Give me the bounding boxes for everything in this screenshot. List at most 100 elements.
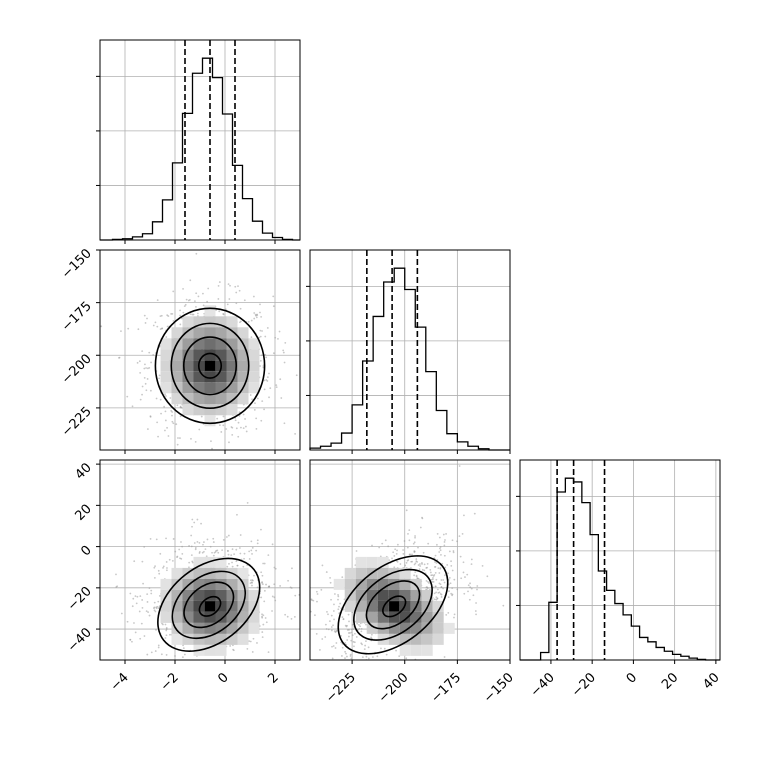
- scatter-point: [154, 650, 157, 652]
- scatter-point: [217, 285, 220, 287]
- density-cell: [366, 589, 378, 601]
- density-cell: [204, 622, 216, 634]
- density-cell: [399, 622, 411, 634]
- scatter-point: [481, 564, 484, 567]
- scatter-point: [432, 576, 434, 579]
- scatter-point: [207, 287, 210, 290]
- scatter-point: [250, 319, 253, 322]
- density-cell: [193, 633, 205, 645]
- scatter-point: [263, 379, 266, 382]
- scatter-point: [164, 429, 166, 432]
- scatter-point: [286, 615, 289, 618]
- scatter-point: [330, 614, 333, 617]
- scatter-point: [212, 537, 215, 540]
- density-cell: [171, 622, 183, 634]
- scatter-point: [234, 285, 237, 288]
- scatter-point: [470, 563, 473, 566]
- scatter-point: [139, 637, 142, 640]
- x-tick-label: −225: [323, 670, 359, 706]
- scatter-point: [141, 599, 144, 601]
- scatter-point: [247, 320, 250, 323]
- scatter-point: [256, 539, 259, 542]
- density-cell: [421, 644, 433, 656]
- scatter-point: [182, 647, 185, 650]
- scatter-point: [226, 536, 228, 538]
- scatter-point: [466, 573, 469, 576]
- scatter-point: [438, 572, 441, 574]
- scatter-point: [131, 605, 134, 608]
- scatter-point: [227, 550, 229, 552]
- density-cell: [182, 327, 194, 339]
- x-tick-label: 0: [215, 670, 231, 686]
- scatter-point: [447, 611, 450, 614]
- scatter-point: [358, 627, 361, 630]
- scatter-point: [439, 547, 441, 550]
- density-cell: [193, 589, 205, 601]
- scatter-point: [261, 636, 264, 639]
- scatter-point: [315, 590, 318, 593]
- density-cell: [171, 589, 183, 601]
- density-cell: [215, 633, 227, 645]
- density-cell: [160, 600, 172, 612]
- scatter-point: [435, 591, 438, 594]
- y-tick-label: −225: [59, 404, 95, 440]
- scatter-point: [334, 631, 337, 634]
- scatter-point: [248, 558, 251, 560]
- scatter-point: [338, 605, 340, 608]
- scatter-point: [364, 644, 367, 647]
- scatter-point: [418, 568, 421, 571]
- scatter-point: [164, 623, 167, 626]
- scatter-point: [190, 437, 192, 440]
- scatter-point: [180, 541, 182, 543]
- scatter-point: [442, 587, 444, 590]
- density-cell: [204, 316, 216, 328]
- density-cell: [193, 556, 205, 568]
- scatter-point: [419, 526, 422, 529]
- scatter-point: [426, 562, 429, 565]
- density-cell: [193, 393, 205, 405]
- scatter-point: [155, 629, 157, 631]
- scatter-point: [350, 639, 353, 642]
- scatter-point: [436, 532, 439, 535]
- scatter-point: [413, 563, 416, 566]
- density-cell: [366, 556, 378, 568]
- contour-line: [183, 581, 235, 629]
- scatter-point: [227, 283, 230, 286]
- scatter-point: [143, 314, 146, 317]
- density-cell: [377, 611, 389, 623]
- scatter-point: [450, 560, 452, 563]
- scatter-point: [434, 585, 437, 588]
- scatter-point: [267, 554, 270, 557]
- scatter-point: [146, 653, 149, 656]
- scatter-point: [435, 578, 438, 581]
- scatter-point: [290, 587, 293, 589]
- scatter-point: [242, 670, 244, 672]
- density-cell: [193, 567, 205, 579]
- scatter-point: [331, 645, 333, 648]
- density-cell: [171, 393, 183, 405]
- scatter-point: [143, 635, 146, 637]
- scatter-point: [419, 565, 422, 567]
- scatter-point: [155, 397, 158, 400]
- scatter-point: [157, 600, 160, 603]
- density-cell: [171, 633, 183, 645]
- scatter-point: [264, 335, 267, 338]
- x-tick-label: 0: [624, 670, 640, 686]
- scatter-point: [215, 309, 217, 311]
- scatter-point: [233, 663, 235, 665]
- scatter-point: [172, 538, 175, 540]
- scatter-point: [229, 284, 231, 287]
- scatter-point: [429, 568, 432, 571]
- scatter-point: [227, 553, 230, 556]
- scatter-point: [406, 559, 409, 562]
- scatter-point: [255, 316, 258, 319]
- scatter-point: [408, 553, 411, 556]
- density-cell: [193, 338, 205, 350]
- scatter-point: [146, 367, 149, 370]
- scatter-point: [370, 636, 372, 639]
- scatter-point: [272, 305, 275, 308]
- scatter-point: [189, 279, 192, 282]
- scatter-point: [235, 291, 238, 294]
- scatter-point: [228, 441, 230, 444]
- scatter-point: [346, 655, 348, 658]
